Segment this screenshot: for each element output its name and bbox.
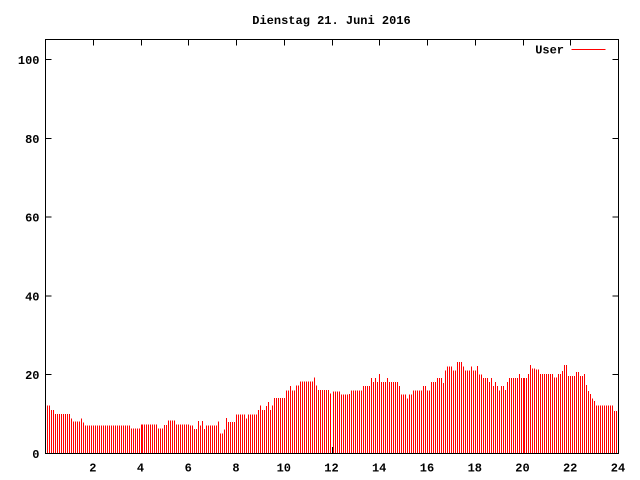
- svg-text:6: 6: [185, 462, 192, 476]
- svg-text:20: 20: [515, 462, 529, 476]
- svg-text:20: 20: [25, 369, 39, 383]
- svg-text:16: 16: [420, 462, 434, 476]
- svg-text:4: 4: [137, 462, 144, 476]
- svg-text:0: 0: [32, 448, 39, 462]
- svg-text:10: 10: [277, 462, 291, 476]
- svg-text:2: 2: [89, 462, 96, 476]
- svg-text:80: 80: [25, 133, 39, 147]
- svg-text:24: 24: [611, 462, 625, 476]
- svg-text:18: 18: [468, 462, 482, 476]
- svg-text:Dienstag 21. Juni 2016: Dienstag 21. Juni 2016: [252, 14, 410, 28]
- svg-text:100: 100: [18, 54, 40, 68]
- svg-text:14: 14: [372, 462, 386, 476]
- svg-text:60: 60: [25, 212, 39, 226]
- svg-text:12: 12: [324, 462, 338, 476]
- svg-text:User: User: [535, 44, 564, 58]
- svg-text:40: 40: [25, 290, 39, 304]
- svg-text:22: 22: [563, 462, 577, 476]
- svg-text:8: 8: [232, 462, 239, 476]
